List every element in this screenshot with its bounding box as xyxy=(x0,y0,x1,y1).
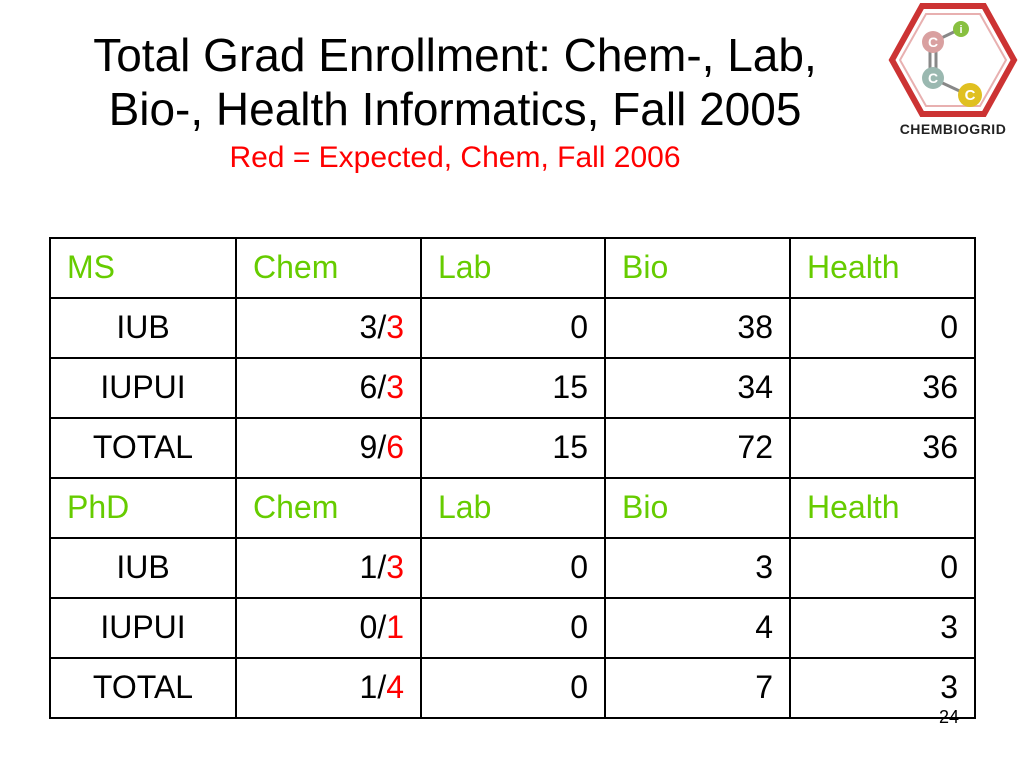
chem-expected: 1 xyxy=(386,609,404,645)
lab-cell: 0 xyxy=(420,657,606,719)
enrollment-table: MS Chem Lab Bio Health IUB 3/3 0 38 0 IU… xyxy=(49,237,976,719)
chem-actual: 9 xyxy=(359,429,378,465)
chem-cell: 9/6 xyxy=(235,417,422,479)
page-number: 24 xyxy=(939,707,960,727)
logo-atom-c1 xyxy=(922,31,944,53)
logo-letter-c3: C xyxy=(965,87,976,104)
health-cell: 36 xyxy=(789,417,976,479)
bio-cell: 34 xyxy=(604,357,791,419)
logo-letter-c1: C xyxy=(928,34,938,50)
chembiogrid-logo-graphic: C i C C xyxy=(888,3,1018,117)
chem-actual: 1 xyxy=(359,549,378,585)
table-row: IUB 1/3 0 3 0 xyxy=(49,537,976,599)
lab-cell: 15 xyxy=(420,417,606,479)
slide-title-line-2: Bio-, Health Informatics, Fall 2005 xyxy=(108,83,802,135)
row-label: IUPUI xyxy=(49,597,237,659)
row-label: IUB xyxy=(49,297,237,359)
chem-separator: / xyxy=(377,369,387,405)
chem-cell: 0/1 xyxy=(235,597,422,659)
phd-header-chem: Chem xyxy=(235,477,422,539)
chem-separator: / xyxy=(377,669,387,705)
chem-separator: / xyxy=(377,309,387,345)
phd-header-label: PhD xyxy=(49,477,237,539)
chem-actual: 6 xyxy=(359,369,378,405)
phd-header-bio: Bio xyxy=(604,477,791,539)
health-cell: 3 xyxy=(789,597,976,659)
health-cell: 3 xyxy=(789,657,976,719)
row-label: TOTAL xyxy=(49,657,237,719)
chem-actual: 1 xyxy=(359,669,378,705)
chem-expected: 6 xyxy=(386,429,404,465)
ms-header-lab: Lab xyxy=(420,237,606,299)
ms-header-chem: Chem xyxy=(235,237,422,299)
chembiogrid-logo: C i C C CHEMBIOGRID xyxy=(886,2,1020,138)
lab-cell: 0 xyxy=(420,537,606,599)
table-row: TOTAL 9/6 15 72 36 xyxy=(49,417,976,479)
bio-cell: 72 xyxy=(604,417,791,479)
chem-expected: 3 xyxy=(386,369,404,405)
phd-header-lab: Lab xyxy=(420,477,606,539)
slide-subtitle: Red = Expected, Chem, Fall 2006 xyxy=(229,141,681,174)
ms-header-bio: Bio xyxy=(604,237,791,299)
chem-actual: 0 xyxy=(359,609,378,645)
logo-atom-i xyxy=(953,21,969,37)
table-row: IUPUI 0/1 0 4 3 xyxy=(49,597,976,659)
health-cell: 36 xyxy=(789,357,976,419)
table-row: IUB 3/3 0 38 0 xyxy=(49,297,976,359)
logo-letter-i: i xyxy=(959,24,962,36)
chem-cell: 3/3 xyxy=(235,297,422,359)
table-row: IUPUI 6/3 15 34 36 xyxy=(49,357,976,419)
slide-title-block: Total Grad Enrollment: Chem-, Lab, Bio-,… xyxy=(20,28,890,176)
health-cell: 0 xyxy=(789,297,976,359)
logo-inner-hexagon xyxy=(898,13,1008,107)
lab-cell: 0 xyxy=(420,597,606,659)
logo-atom-c2 xyxy=(922,67,944,89)
bio-cell: 7 xyxy=(604,657,791,719)
row-label: TOTAL xyxy=(49,417,237,479)
row-label: IUPUI xyxy=(49,357,237,419)
bio-cell: 3 xyxy=(604,537,791,599)
row-label: IUB xyxy=(49,537,237,599)
logo-letter-c2: C xyxy=(928,70,938,86)
chem-expected: 4 xyxy=(386,669,404,705)
lab-cell: 15 xyxy=(420,357,606,419)
chem-separator: / xyxy=(377,429,387,465)
logo-atom-c3 xyxy=(958,83,982,107)
lab-cell: 0 xyxy=(420,297,606,359)
chem-separator: / xyxy=(377,549,387,585)
chem-expected: 3 xyxy=(386,549,404,585)
chem-cell: 1/3 xyxy=(235,537,422,599)
ms-header-label: MS xyxy=(49,237,237,299)
chem-expected: 3 xyxy=(386,309,404,345)
logo-wordmark: CHEMBIOGRID xyxy=(899,121,1007,137)
chem-cell: 1/4 xyxy=(235,657,422,719)
bio-cell: 38 xyxy=(604,297,791,359)
ms-header-health: Health xyxy=(789,237,976,299)
chem-separator: / xyxy=(377,609,387,645)
table-row: TOTAL 1/4 0 7 3 xyxy=(49,657,976,719)
health-cell: 0 xyxy=(789,537,976,599)
chem-actual: 3 xyxy=(359,309,378,345)
chem-cell: 6/3 xyxy=(235,357,422,419)
ms-header-row: MS Chem Lab Bio Health xyxy=(49,237,976,299)
bio-cell: 4 xyxy=(604,597,791,659)
phd-header-row: PhD Chem Lab Bio Health xyxy=(49,477,976,539)
logo-hexagon xyxy=(888,3,1018,117)
slide-title-line-1: Total Grad Enrollment: Chem-, Lab, xyxy=(93,29,817,81)
phd-header-health: Health xyxy=(789,477,976,539)
